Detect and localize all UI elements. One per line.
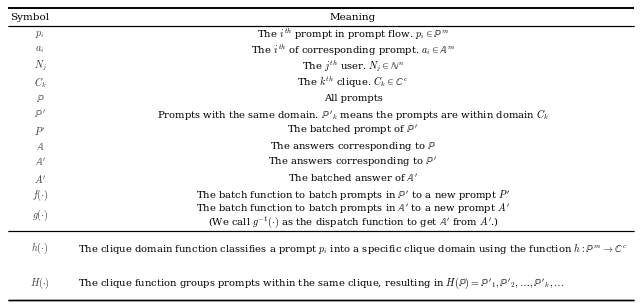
- Text: $g(\cdot)$: $g(\cdot)$: [32, 208, 48, 223]
- Text: $H(\cdot)$: $H(\cdot)$: [30, 276, 50, 291]
- Text: All prompts: All prompts: [324, 94, 382, 103]
- Text: $\mathbb{A}$: $\mathbb{A}$: [36, 141, 44, 152]
- Text: $h(\cdot)$: $h(\cdot)$: [31, 240, 49, 256]
- Text: $p_i$: $p_i$: [35, 29, 45, 40]
- Text: The $i^{th}$ prompt in prompt flow. $p_i \in \mathbb{P}^m$: The $i^{th}$ prompt in prompt flow. $p_i…: [257, 26, 449, 42]
- Text: $P'$: $P'$: [34, 125, 46, 136]
- Text: (We call $g^{-1}(\cdot)$ as the dispatch function to get $\mathbb{A}'$ from $A'$: (We call $g^{-1}(\cdot)$ as the dispatch…: [207, 214, 499, 230]
- Text: The clique function groups prompts within the same clique, resulting in $H(\math: The clique function groups prompts withi…: [109, 276, 596, 291]
- Text: $A'$: $A'$: [34, 173, 46, 185]
- Text: The $k^{th}$ clique. $C_k \in \mathbb{C}^c$: The $k^{th}$ clique. $C_k \in \mathbb{C}…: [298, 74, 408, 90]
- Text: Symbol: Symbol: [10, 12, 49, 22]
- Text: Prompts with the same domain. $\mathbb{P}'_k$ means the prompts are within domai: Prompts with the same domain. $\mathbb{P…: [157, 107, 549, 122]
- Text: The clique domain function classifies a prompt $p_i$ into a specific clique doma: The clique domain function classifies a …: [78, 241, 628, 256]
- Text: The clique function groups prompts within the same clique, resulting in $H(\math: The clique function groups prompts withi…: [78, 276, 564, 291]
- Text: $h(\cdot)$: $h(\cdot)$: [31, 240, 49, 256]
- Text: $\mathbb{A}'$: $\mathbb{A}'$: [35, 157, 45, 168]
- Text: The answers corresponding to $\mathbb{P}'$: The answers corresponding to $\mathbb{P}…: [268, 156, 438, 169]
- Text: $H(\cdot)$: $H(\cdot)$: [30, 276, 50, 291]
- Text: $C_k$: $C_k$: [34, 75, 46, 90]
- Text: The batch function to batch prompts in $\mathbb{P}'$ to a new prompt $P'$: The batch function to batch prompts in $…: [196, 188, 510, 202]
- Text: The answers corresponding to $\mathbb{P}$: The answers corresponding to $\mathbb{P}…: [270, 140, 436, 153]
- Text: Meaning: Meaning: [330, 12, 376, 22]
- Text: The batched answer of $\mathbb{A}'$: The batched answer of $\mathbb{A}'$: [288, 173, 418, 185]
- Text: The $j^{th}$ user. $N_j \in \mathbb{N}^n$: The $j^{th}$ user. $N_j \in \mathbb{N}^n…: [301, 58, 404, 74]
- Text: $f(\cdot)$: $f(\cdot)$: [32, 187, 48, 202]
- Text: The batch function to batch prompts in $\mathbb{A}'$ to a new prompt $A'$: The batch function to batch prompts in $…: [196, 201, 510, 215]
- Text: $\mathbb{P}$: $\mathbb{P}$: [36, 93, 44, 104]
- Text: $\mathbb{P}'$: $\mathbb{P}'$: [34, 109, 46, 120]
- Text: The batched prompt of $\mathbb{P}'$: The batched prompt of $\mathbb{P}'$: [287, 124, 419, 137]
- Text: The $i^{th}$ of corresponding prompt. $a_i \in \mathbb{A}^m$: The $i^{th}$ of corresponding prompt. $a…: [251, 42, 455, 58]
- Text: The clique domain function classifies a prompt $p_i$ into a specific clique doma: The clique domain function classifies a …: [78, 241, 627, 256]
- Text: $a_i$: $a_i$: [35, 45, 45, 55]
- Text: $N_j$: $N_j$: [34, 59, 46, 73]
